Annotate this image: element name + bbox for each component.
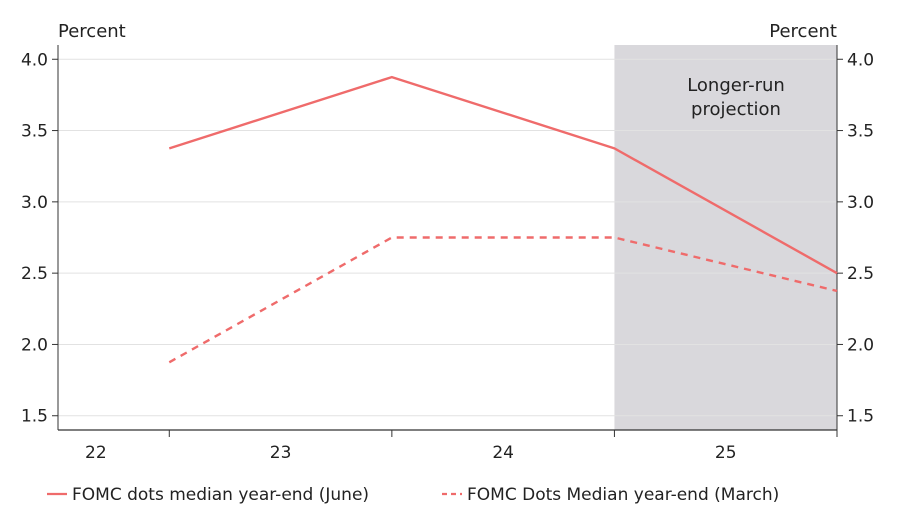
right-tick-label: 2.0 bbox=[847, 335, 874, 355]
shaded-region-label-line1: Longer-run bbox=[687, 75, 785, 96]
right-tick-label: 3.0 bbox=[847, 193, 874, 213]
x-tick-label: 23 bbox=[270, 443, 292, 463]
left-tick-label: 4.0 bbox=[21, 50, 48, 70]
right-axis-label: Percent bbox=[769, 21, 837, 42]
left-tick-label: 3.0 bbox=[21, 193, 48, 213]
legend-label-march: FOMC Dots Median year-end (March) bbox=[467, 485, 779, 505]
legend-label-june: FOMC dots median year-end (June) bbox=[72, 485, 369, 505]
x-tick-label: 25 bbox=[715, 443, 737, 463]
right-tick-label: 1.5 bbox=[847, 407, 874, 427]
left-tick-label: 1.5 bbox=[21, 407, 48, 427]
x-tick-label: 22 bbox=[85, 443, 107, 463]
x-tick-label: 24 bbox=[492, 443, 514, 463]
right-tick-label: 4.0 bbox=[847, 50, 874, 70]
legend: FOMC dots median year-end (June) FOMC Do… bbox=[47, 485, 779, 505]
left-axis-label: Percent bbox=[58, 21, 126, 42]
left-tick-label: 3.5 bbox=[21, 122, 48, 142]
shaded-region-label-line2: projection bbox=[691, 99, 781, 120]
left-tick-label: 2.5 bbox=[21, 264, 48, 284]
right-tick-label: 3.5 bbox=[847, 122, 874, 142]
right-tick-label: 2.5 bbox=[847, 264, 874, 284]
left-tick-label: 2.0 bbox=[21, 335, 48, 355]
